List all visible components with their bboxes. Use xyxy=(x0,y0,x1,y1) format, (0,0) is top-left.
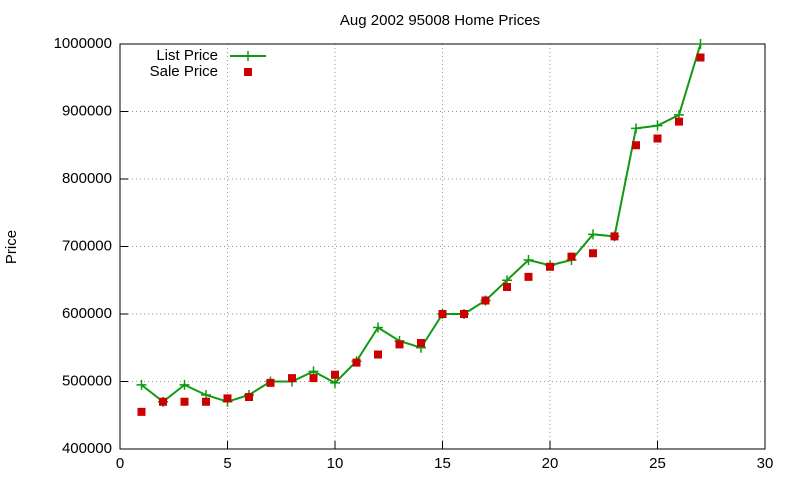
data-point xyxy=(652,120,663,131)
y-tick-label: 900000 xyxy=(62,102,112,119)
data-point xyxy=(179,379,190,390)
data-point xyxy=(546,262,554,271)
y-tick-label: 400000 xyxy=(62,440,112,457)
x-tick-label: 5 xyxy=(223,455,231,472)
y-tick-label: 1000000 xyxy=(54,35,112,52)
chart-title: Aug 2002 95008 Home Prices xyxy=(340,12,540,29)
data-point xyxy=(503,283,511,291)
data-point xyxy=(223,394,232,403)
data-point xyxy=(675,117,683,126)
y-tick-label: 500000 xyxy=(62,372,112,389)
data-point xyxy=(136,379,147,390)
data-point xyxy=(588,229,598,240)
data-point xyxy=(202,397,210,406)
data-point xyxy=(417,339,425,348)
data-point xyxy=(137,407,146,416)
data-point xyxy=(352,358,361,367)
data-point xyxy=(438,310,447,318)
data-point xyxy=(631,123,641,134)
data-point xyxy=(610,232,619,241)
x-tick-label: 20 xyxy=(542,455,559,472)
y-axis-label: Price xyxy=(3,230,20,264)
data-point xyxy=(523,255,534,265)
data-point xyxy=(524,272,533,281)
x-tick-label: 25 xyxy=(649,455,666,472)
data-point xyxy=(481,296,490,305)
data-point xyxy=(567,252,576,261)
data-point xyxy=(159,397,167,406)
data-point xyxy=(653,134,662,143)
x-tick-label: 10 xyxy=(327,455,344,472)
data-point xyxy=(330,377,340,388)
data-point xyxy=(374,350,382,359)
legend-label: List Price xyxy=(156,47,218,64)
y-tick-label: 700000 xyxy=(62,237,112,254)
data-point xyxy=(632,141,640,150)
data-point xyxy=(266,378,275,387)
data-point xyxy=(589,249,597,258)
x-tick-label: 30 xyxy=(757,455,774,472)
data-point xyxy=(309,374,318,383)
data-point xyxy=(180,397,189,406)
legend-label: Sale Price xyxy=(150,63,218,80)
legend-swatch xyxy=(243,51,253,61)
legend-swatch xyxy=(244,68,252,76)
x-tick-label: 0 xyxy=(116,455,124,472)
data-point xyxy=(245,393,253,402)
data-point xyxy=(460,310,468,318)
y-tick-label: 800000 xyxy=(62,170,112,187)
data-point xyxy=(696,53,705,62)
data-point xyxy=(395,340,404,349)
plot-frame xyxy=(119,43,766,450)
y-tick-label: 600000 xyxy=(62,305,112,322)
data-point xyxy=(695,39,706,49)
x-tick-label: 15 xyxy=(434,455,451,472)
data-point xyxy=(373,322,383,333)
data-point xyxy=(331,370,339,379)
data-point xyxy=(288,374,296,383)
